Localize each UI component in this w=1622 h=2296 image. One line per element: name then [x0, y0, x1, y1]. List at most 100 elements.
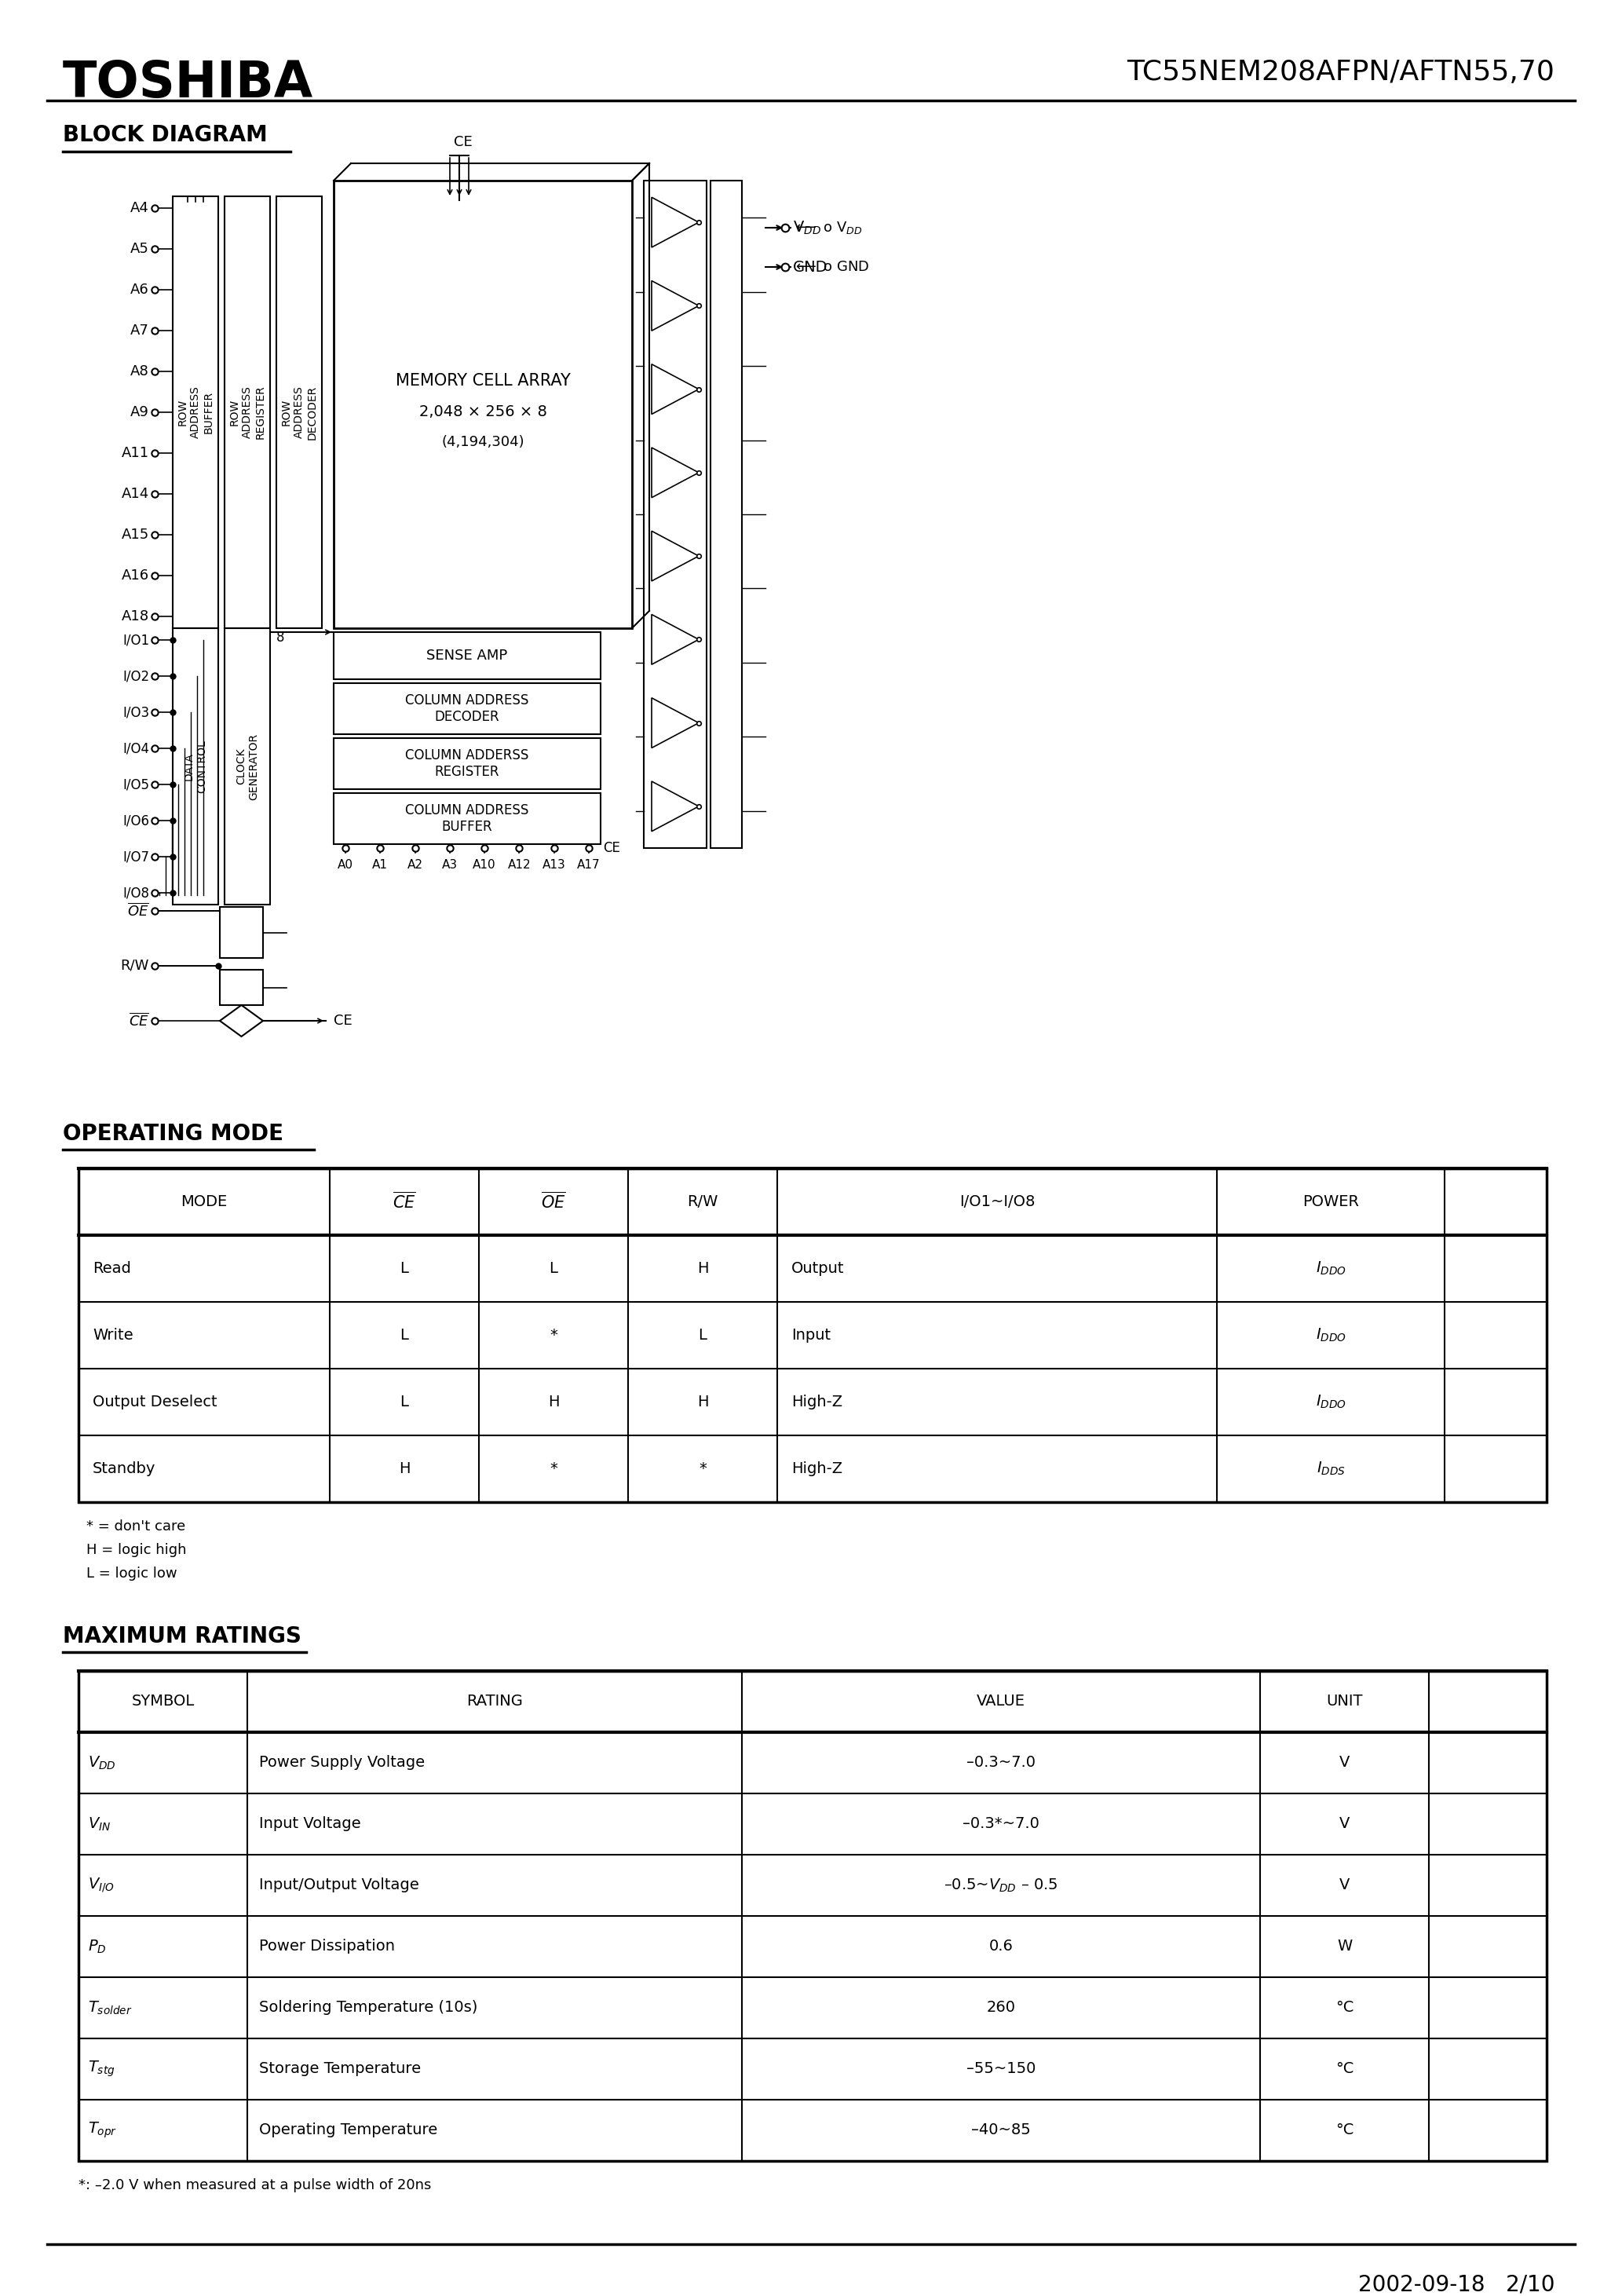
Text: °C: °C: [1335, 2124, 1354, 2138]
Text: $P_D$: $P_D$: [88, 1938, 107, 1954]
Text: $V_{DD}$: $V_{DD}$: [88, 1754, 115, 1770]
Text: Input/Output Voltage: Input/Output Voltage: [260, 1878, 418, 1892]
Text: I/O7: I/O7: [123, 850, 149, 863]
Text: 8: 8: [276, 631, 284, 645]
Text: $I_{DDS}$: $I_{DDS}$: [1315, 1460, 1345, 1476]
Text: V: V: [1340, 1816, 1350, 1832]
Bar: [334, 684, 600, 735]
Text: (4,194,304): (4,194,304): [441, 434, 524, 450]
Text: V: V: [1340, 1878, 1350, 1892]
Text: 260: 260: [986, 2000, 1015, 2016]
Text: –55~150: –55~150: [967, 2062, 1036, 2076]
Text: POWER: POWER: [1302, 1194, 1359, 1210]
Text: COLUMN ADDRESS
DECODER: COLUMN ADDRESS DECODER: [406, 693, 529, 723]
Text: R/W: R/W: [120, 960, 149, 974]
Bar: [172, 195, 219, 629]
Text: A12: A12: [508, 859, 530, 870]
Text: Power Dissipation: Power Dissipation: [260, 1940, 394, 1954]
Text: I/O5: I/O5: [123, 778, 149, 792]
Text: A9: A9: [130, 404, 149, 420]
Text: MODE: MODE: [182, 1194, 227, 1210]
Text: Standby: Standby: [92, 1460, 156, 1476]
Text: °C: °C: [1335, 2000, 1354, 2016]
Bar: [334, 792, 600, 845]
Text: Input: Input: [792, 1327, 830, 1343]
Text: –0.3*~7.0: –0.3*~7.0: [962, 1816, 1040, 1832]
Text: VALUE: VALUE: [976, 1694, 1025, 1708]
Text: TC55NEM208AFPN/AFTN55,70: TC55NEM208AFPN/AFTN55,70: [1127, 60, 1554, 85]
Text: CE: CE: [334, 1015, 352, 1029]
Text: H: H: [548, 1394, 560, 1410]
Text: L: L: [401, 1261, 409, 1277]
Text: –40~85: –40~85: [972, 2124, 1030, 2138]
Text: A2: A2: [407, 859, 423, 870]
Text: R/W: R/W: [688, 1194, 719, 1210]
Bar: [172, 629, 219, 905]
Bar: [78, 1671, 1547, 2161]
Text: A4: A4: [130, 202, 149, 216]
Text: Output: Output: [792, 1261, 845, 1277]
Text: A16: A16: [122, 569, 149, 583]
Text: I/O1: I/O1: [122, 634, 149, 647]
Text: $\longleftarrow$ o V$_{DD}$: $\longleftarrow$ o V$_{DD}$: [793, 220, 863, 236]
Text: –0.3~7.0: –0.3~7.0: [967, 1756, 1035, 1770]
Text: 0.6: 0.6: [989, 1940, 1014, 1954]
Text: $\overline{CE}$: $\overline{CE}$: [393, 1192, 415, 1212]
Text: *: *: [550, 1327, 558, 1343]
Text: V: V: [1340, 1756, 1350, 1770]
Text: Output Deselect: Output Deselect: [92, 1394, 217, 1410]
Text: $I_{DDO}$: $I_{DDO}$: [1315, 1261, 1346, 1277]
Text: Power Supply Voltage: Power Supply Voltage: [260, 1756, 425, 1770]
Text: A17: A17: [577, 859, 600, 870]
Text: A0: A0: [337, 859, 354, 870]
Text: A13: A13: [542, 859, 566, 870]
Text: MAXIMUM RATINGS: MAXIMUM RATINGS: [63, 1626, 302, 1649]
Text: COLUMN ADDERSS
REGISTER: COLUMN ADDERSS REGISTER: [406, 748, 529, 778]
Text: SYMBOL: SYMBOL: [131, 1694, 195, 1708]
Bar: [224, 195, 271, 629]
Text: $I_{DDO}$: $I_{DDO}$: [1315, 1327, 1346, 1343]
Text: I/O8: I/O8: [123, 886, 149, 900]
Text: A15: A15: [122, 528, 149, 542]
Text: L = logic low: L = logic low: [86, 1566, 177, 1580]
Text: 2,048 × 256 × 8: 2,048 × 256 × 8: [418, 404, 547, 420]
Text: I/O1~I/O8: I/O1~I/O8: [959, 1194, 1035, 1210]
Bar: [644, 181, 707, 847]
Text: W: W: [1337, 1940, 1353, 1954]
Text: DATA
CONTROL: DATA CONTROL: [183, 739, 208, 792]
Text: A8: A8: [130, 365, 149, 379]
Text: High-Z: High-Z: [792, 1460, 842, 1476]
Text: $V_{IN}$: $V_{IN}$: [88, 1816, 110, 1832]
Bar: [334, 737, 600, 790]
Text: Write: Write: [92, 1327, 133, 1343]
Text: GND: GND: [793, 259, 827, 276]
Text: ROW
ADDRESS
REGISTER: ROW ADDRESS REGISTER: [229, 386, 266, 439]
Text: H = logic high: H = logic high: [86, 1543, 187, 1557]
Text: UNIT: UNIT: [1327, 1694, 1362, 1708]
Text: A10: A10: [474, 859, 496, 870]
Text: Soldering Temperature (10s): Soldering Temperature (10s): [260, 2000, 477, 2016]
Text: *: –2.0 V when measured at a pulse width of 20ns: *: –2.0 V when measured at a pulse width…: [78, 2179, 431, 2193]
Text: I/O2: I/O2: [122, 668, 149, 684]
Text: L: L: [401, 1394, 409, 1410]
Text: Operating Temperature: Operating Temperature: [260, 2124, 438, 2138]
Text: $\overline{OE}$: $\overline{OE}$: [542, 1192, 566, 1212]
Text: TOSHIBA: TOSHIBA: [63, 60, 313, 108]
Text: BLOCK DIAGRAM: BLOCK DIAGRAM: [63, 124, 268, 147]
Text: A14: A14: [122, 487, 149, 501]
Text: CLOCK
GENERATOR: CLOCK GENERATOR: [235, 732, 260, 799]
Text: ROW
ADDRESS
BUFFER: ROW ADDRESS BUFFER: [177, 386, 214, 439]
Text: L: L: [699, 1327, 707, 1343]
Text: $\overline{OE}$: $\overline{OE}$: [128, 902, 149, 918]
Text: High-Z: High-Z: [792, 1394, 842, 1410]
Text: –0.5~$V_{DD}$ – 0.5: –0.5~$V_{DD}$ – 0.5: [944, 1876, 1058, 1894]
Text: MEMORY CELL ARRAY: MEMORY CELL ARRAY: [396, 372, 571, 388]
Text: °C: °C: [1335, 2062, 1354, 2076]
Text: Input Voltage: Input Voltage: [260, 1816, 360, 1832]
Text: Read: Read: [92, 1261, 131, 1277]
Text: H: H: [399, 1460, 410, 1476]
Text: L: L: [401, 1327, 409, 1343]
Bar: [334, 181, 633, 629]
Text: $T_{stg}$: $T_{stg}$: [88, 2060, 115, 2078]
Text: $V_{I/O}$: $V_{I/O}$: [88, 1876, 115, 1894]
